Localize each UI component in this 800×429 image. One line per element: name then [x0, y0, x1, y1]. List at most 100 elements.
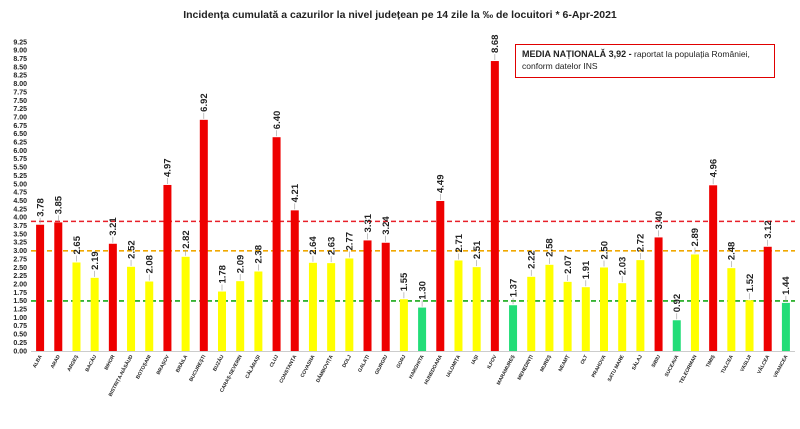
y-tick-label: 8.00 [13, 81, 27, 88]
category-label: TIMIȘ [705, 354, 717, 369]
category-label: SUCEAVA [664, 354, 681, 378]
bar [745, 300, 754, 351]
y-tick-label: 0.75 [13, 323, 27, 330]
y-tick-label: 6.00 [13, 148, 27, 155]
y-tick-label: 4.00 [13, 215, 27, 222]
data-label: 2.09 [235, 255, 246, 274]
bar [781, 302, 790, 351]
bar [345, 258, 354, 351]
category-label: TELEORMAN [678, 354, 698, 385]
bar [690, 254, 699, 351]
data-label: 2.58 [545, 238, 556, 257]
category-label: MUREȘ [539, 354, 553, 373]
data-label: 3.85 [54, 195, 65, 214]
bar [181, 256, 190, 351]
y-tick-label: 2.50 [13, 265, 27, 272]
bar [763, 246, 772, 351]
category-label: BRAȘOV [156, 354, 172, 376]
y-tick-label: 6.25 [13, 140, 27, 147]
category-label: CLUJ [269, 354, 281, 369]
category-label: GIURGIU [374, 354, 390, 376]
data-label: 2.50 [599, 241, 610, 260]
bar [199, 119, 208, 351]
bar [490, 61, 499, 352]
national-average-description: raportat la populația României, conform … [522, 49, 750, 71]
data-label: 4.96 [708, 159, 719, 178]
bar [72, 262, 81, 351]
y-tick-label: 9.00 [13, 48, 27, 55]
y-tick-label: 6.75 [13, 123, 27, 130]
y-tick-label: 0.25 [13, 340, 27, 347]
category-label: BACĂU [84, 353, 99, 373]
data-label: 1.37 [508, 279, 519, 298]
y-tick-label: 1.25 [13, 307, 27, 314]
y-tick-label: 6.50 [13, 131, 27, 138]
y-tick-label: 1.50 [13, 298, 27, 305]
data-label: 2.72 [636, 234, 647, 253]
y-axis-ticks: 0.000.250.50 0.751.001.25 1.501.75 2.002.25… [13, 39, 27, 355]
data-label: 6.40 [272, 111, 283, 130]
category-label: VÂLCEA [755, 353, 771, 375]
bar [600, 267, 608, 351]
category-label: CĂLĂRAȘI [244, 353, 263, 380]
category-label: BUZĂU [211, 353, 226, 372]
data-label: 1.44 [781, 276, 792, 295]
y-tick-label: 2.25 [13, 273, 27, 280]
category-label: BOTOȘANI [135, 354, 153, 381]
data-label: 2.07 [563, 255, 574, 274]
y-tick-label: 3.25 [13, 240, 27, 247]
bar [618, 283, 627, 351]
y-tick-label: 4.25 [13, 206, 27, 213]
category-label: BRĂILA [174, 353, 189, 373]
category-label: ALBA [32, 354, 44, 369]
category-label: ARAD [50, 354, 62, 370]
category-label: MEHEDINȚI [517, 354, 535, 382]
data-label: 2.19 [90, 251, 101, 270]
bar [727, 268, 736, 351]
data-label: 2.03 [617, 257, 628, 276]
category-label: DOLJ [341, 354, 353, 369]
national-average-value: MEDIA NAȚIONALĂ 3,92 - [522, 49, 632, 59]
category-label: GALAȚI [357, 354, 371, 374]
data-label: 3.24 [381, 216, 392, 235]
y-tick-label: 1.00 [13, 315, 27, 322]
bar [363, 240, 372, 351]
y-tick-label: 8.50 [13, 64, 27, 71]
data-label: 0.92 [672, 294, 683, 313]
data-label: 2.08 [145, 255, 156, 274]
bar [472, 267, 481, 351]
category-label: COVASNA [300, 354, 317, 379]
data-label: 3.78 [35, 198, 46, 217]
bar [581, 287, 590, 351]
category-label: BIHOR [104, 354, 117, 371]
y-tick-label: 4.50 [13, 198, 27, 205]
y-tick-label: 9.25 [13, 39, 27, 46]
y-tick-label: 8.25 [13, 73, 27, 80]
bar [636, 260, 645, 351]
category-label: SIBIU [651, 354, 663, 369]
category-label: BUCUREȘTI [188, 354, 207, 383]
bar [436, 201, 445, 351]
data-label: 2.77 [345, 232, 356, 251]
y-tick-label: 0.50 [13, 332, 27, 339]
data-labels: 3.78 3.85 2.65 2.19 3.21 2.52 2.08 4.97 2.82 6.92… [35, 35, 792, 320]
bar [218, 291, 226, 351]
y-tick-label: 5.25 [13, 173, 27, 180]
category-label: MARAMUREȘ [496, 354, 517, 387]
data-label: 3.21 [108, 217, 119, 236]
bar [672, 320, 681, 351]
category-label: NEAMȚ [558, 354, 572, 373]
data-label: 4.49 [436, 175, 447, 194]
bar [509, 305, 518, 351]
y-tick-label: 1.75 [13, 290, 27, 297]
data-label: 2.48 [727, 242, 738, 261]
category-label: TULCEA [720, 354, 735, 375]
category-label: HUNEDOARA [423, 354, 444, 386]
category-label: CONSTANȚA [278, 354, 298, 385]
data-label: 2.71 [454, 233, 465, 252]
bar [145, 281, 154, 351]
bar [327, 263, 336, 351]
data-label: 1.55 [399, 272, 410, 291]
